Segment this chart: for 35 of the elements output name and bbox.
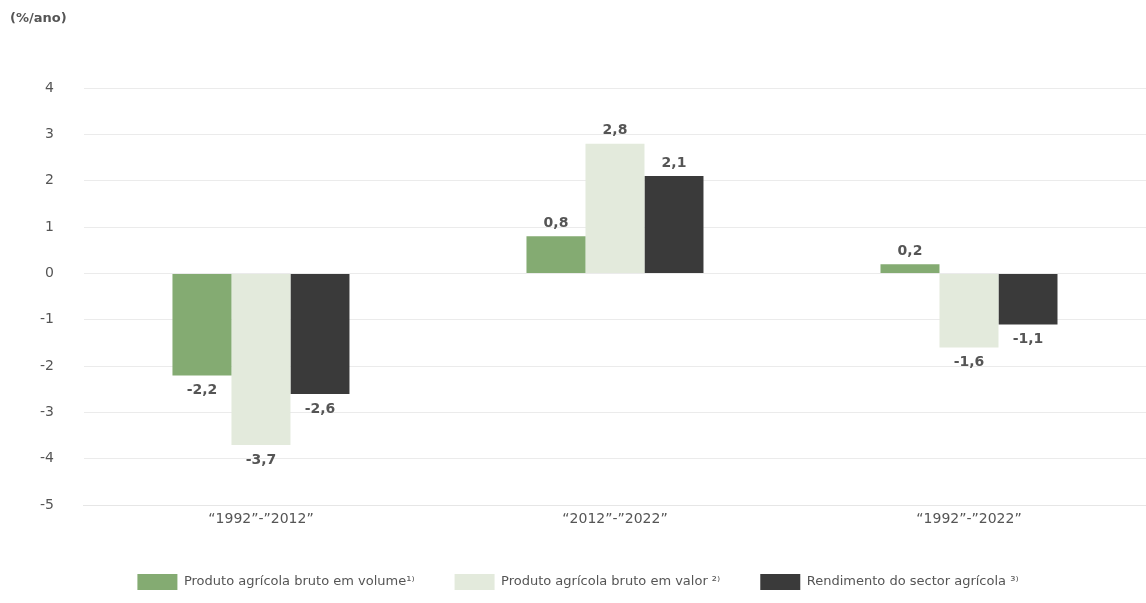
y-tick-label: -3	[39, 403, 54, 420]
y-tick-label: -1	[39, 310, 54, 327]
data-label: 2,1	[661, 153, 687, 170]
legend-label: Produto agrícola bruto em valor ²⁾	[501, 573, 721, 589]
data-label: -2,6	[304, 399, 336, 416]
bar	[644, 176, 704, 273]
y-tick-label: 2	[45, 171, 54, 188]
bar	[998, 273, 1058, 325]
data-label: 0,2	[897, 241, 923, 258]
bar	[880, 264, 940, 273]
y-tick-label: -5	[39, 495, 54, 512]
data-label: -1,6	[953, 353, 985, 370]
y-tick-label: 0	[45, 264, 54, 281]
y-tick-label: -4	[39, 449, 55, 466]
y-tick-label: 1	[45, 217, 54, 234]
y-tick-label: -2	[39, 356, 54, 373]
bar	[939, 273, 999, 348]
x-tick-label: “2012”-”2022”	[562, 510, 668, 527]
y-tick-label: 3	[45, 125, 54, 141]
legend-label: Produto agrícola bruto em volume¹⁾	[183, 573, 415, 589]
data-label: 0,8	[543, 213, 569, 230]
y-axis-title: (%/ano)	[10, 10, 67, 25]
data-label: -2,2	[186, 381, 218, 398]
x-tick-label: “1992”-”2022”	[916, 510, 1022, 527]
bar	[585, 143, 645, 273]
legend-label: Rendimento do sector agrícola ³⁾	[806, 573, 1019, 589]
y-tick-label: 4	[45, 78, 55, 95]
bar	[172, 273, 232, 376]
data-label: -1,1	[1012, 330, 1044, 347]
bar	[526, 236, 586, 273]
data-label: 2,8	[602, 121, 628, 138]
data-label: -3,7	[245, 450, 277, 467]
bar	[231, 273, 291, 445]
x-tick-label: “1992”-”2012”	[208, 510, 314, 527]
bar	[290, 273, 350, 394]
